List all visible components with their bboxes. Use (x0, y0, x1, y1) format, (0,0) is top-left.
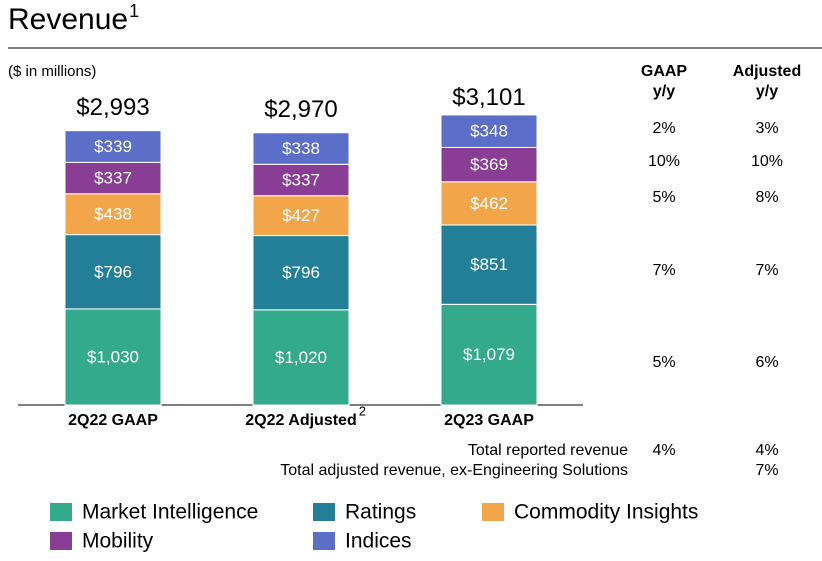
x-tick-label: 2Q23 GAAP (444, 412, 534, 429)
gaap-growth: 7% (652, 262, 675, 279)
bar-segment (252, 235, 350, 311)
adjusted-growth: 10% (751, 153, 783, 170)
column-header: GAAP (641, 63, 688, 80)
value-label: $462 (470, 194, 508, 213)
legend-label: Commodity Insights (514, 501, 698, 524)
bar-segment (64, 193, 162, 236)
column-header: Adjusted (733, 63, 801, 80)
gaap-growth: 4% (652, 442, 675, 459)
bar-segment (440, 114, 538, 148)
value-label: $427 (282, 206, 320, 225)
bar-segment (252, 309, 350, 406)
total-label: $2,993 (76, 94, 149, 121)
bar-segment (252, 132, 350, 165)
summary-label: Total adjusted revenue, ex-Engineering S… (280, 462, 628, 479)
legend-label: Ratings (345, 501, 416, 524)
value-label: $438 (94, 205, 132, 224)
value-label: $851 (470, 255, 508, 274)
adjusted-growth: 3% (755, 120, 778, 137)
gaap-growth: 10% (648, 153, 680, 170)
bar-segment (440, 303, 538, 406)
column-header: y/y (756, 83, 778, 100)
bar-segment (64, 161, 162, 195)
title-footnote: 1 (129, 1, 139, 21)
value-label: $338 (282, 139, 320, 158)
bar-segment (64, 130, 162, 163)
legend-swatch (50, 503, 72, 521)
legend-swatch (313, 503, 335, 521)
bar-segment (64, 308, 162, 406)
value-label: $1,020 (275, 348, 327, 367)
adjusted-growth: 4% (755, 442, 778, 459)
value-label: $348 (470, 122, 508, 141)
value-label: $337 (94, 169, 132, 188)
bar-segment (252, 163, 350, 197)
bar-segment (440, 146, 538, 183)
bar-segment (440, 224, 538, 305)
value-label: $369 (470, 155, 508, 174)
bar-segment (252, 195, 350, 237)
adjusted-growth: 6% (755, 354, 778, 371)
subtitle: ($ in millions) (8, 63, 96, 80)
summary-label: Total reported revenue (468, 442, 628, 459)
legend-label: Indices (345, 530, 412, 553)
value-label: $1,030 (87, 347, 139, 366)
legend-label: Market Intelligence (82, 501, 258, 524)
x-tick-label: 2Q22 GAAP (68, 412, 158, 429)
column-header: y/y (653, 83, 675, 100)
adjusted-growth: 8% (755, 189, 778, 206)
legend-swatch (50, 532, 72, 550)
adjusted-growth: 7% (755, 462, 778, 479)
gaap-growth: 5% (652, 354, 675, 371)
total-label: $3,101 (452, 84, 525, 111)
gaap-growth: 5% (652, 189, 675, 206)
value-label: $339 (94, 137, 132, 156)
value-label: $796 (282, 263, 320, 282)
legend-label: Mobility (82, 530, 154, 553)
x-tick-label: 2Q22 Adjusted (245, 412, 356, 429)
legend-swatch (313, 532, 335, 550)
bar-segment (440, 181, 538, 226)
value-label: $796 (94, 262, 132, 281)
chart-title: Revenue (8, 3, 128, 36)
value-label: $337 (282, 170, 320, 189)
value-label: $1,079 (463, 345, 515, 364)
category-footnote: 2 (359, 403, 366, 418)
adjusted-growth: 7% (755, 262, 778, 279)
total-label: $2,970 (264, 96, 337, 123)
gaap-growth: 2% (652, 120, 675, 137)
legend-swatch (482, 503, 504, 521)
